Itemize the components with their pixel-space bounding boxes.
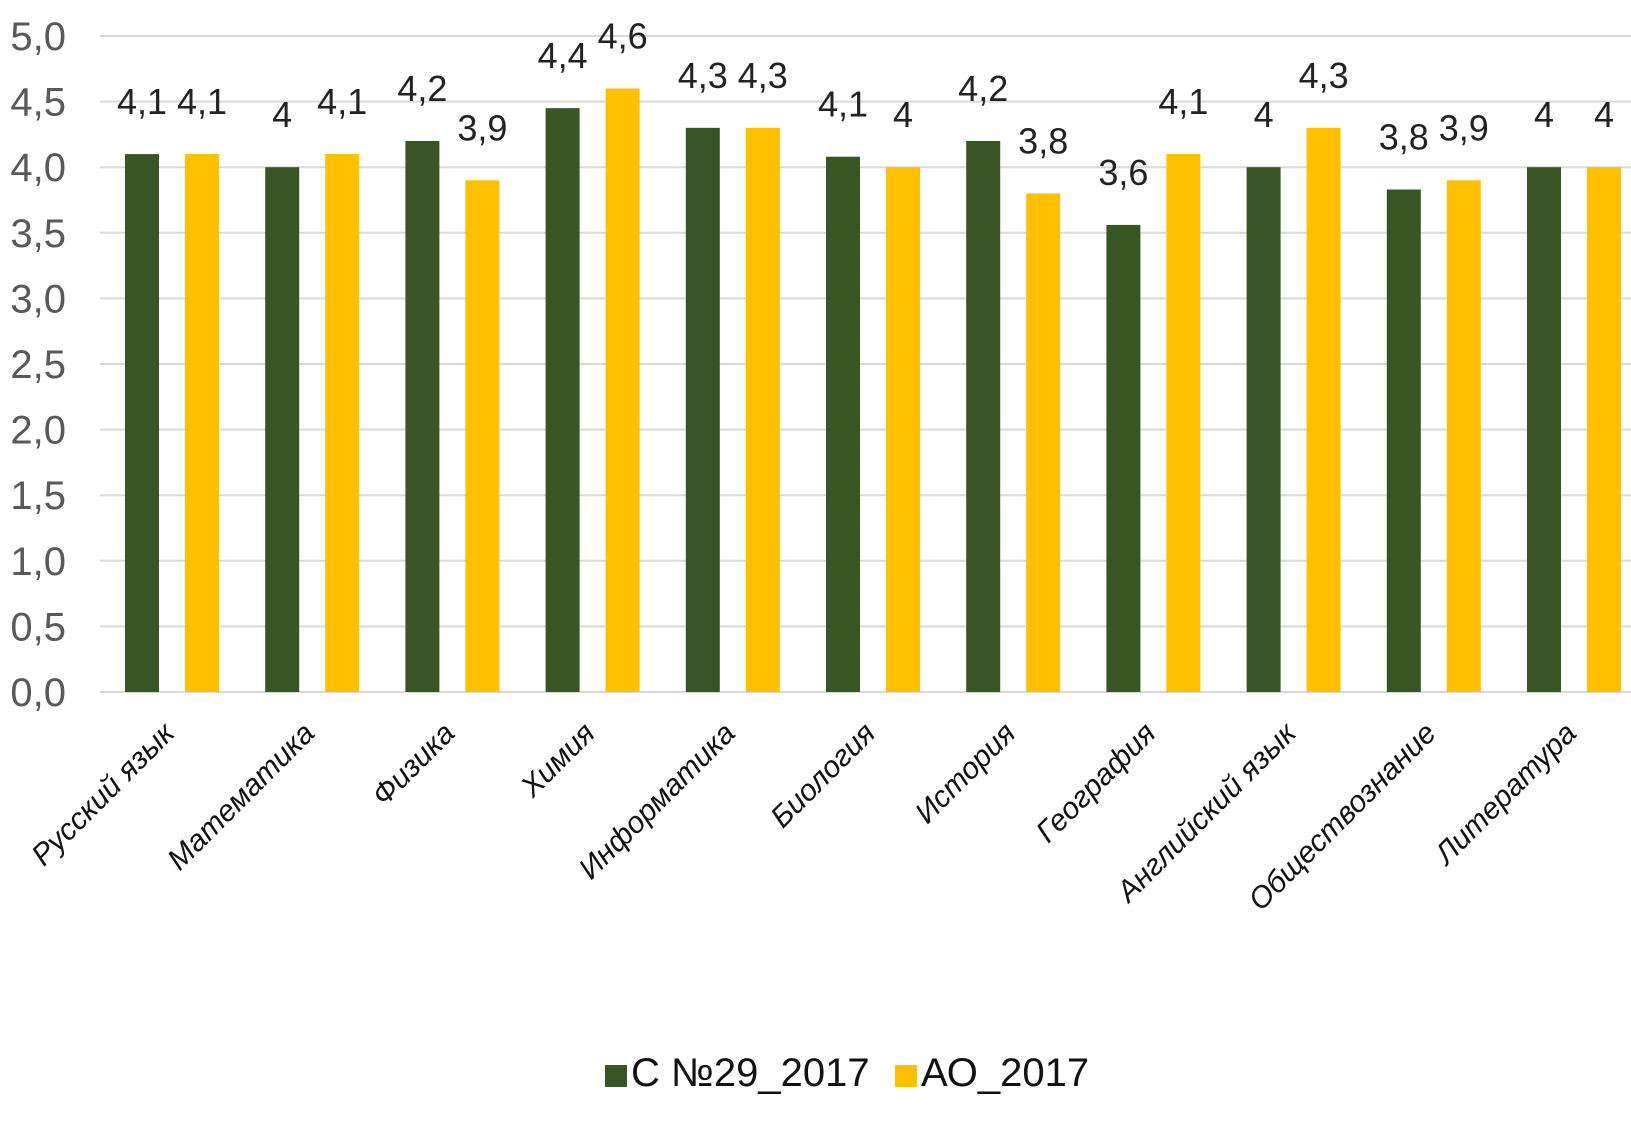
y-tick-label: 2,0 (10, 409, 66, 453)
y-tick-label: 3,0 (10, 277, 66, 321)
bar-series-1 (966, 140, 1001, 692)
bar-series-1 (1527, 167, 1561, 692)
data-label: 4,1 (117, 81, 167, 122)
data-label: 4,1 (818, 84, 868, 125)
bar-series-2 (1587, 167, 1621, 692)
data-label: 4 (272, 94, 292, 135)
y-tick-label: 0,0 (10, 671, 66, 715)
y-tick-label: 5,0 (10, 15, 66, 59)
y-tick-label: 1,0 (10, 540, 66, 584)
data-label: 4 (1594, 94, 1614, 135)
data-label: 4,1 (1158, 81, 1208, 122)
x-tick-label: Химия (514, 717, 602, 805)
x-tick-label: Русский язык (25, 715, 182, 872)
legend-swatch (895, 1065, 917, 1087)
y-axis-ticks: 0,0 0,5 1,0 1,5 2,0 2,5 3,0 3,5 4,0 4,5 5,0 (10, 15, 66, 715)
y-tick-label: 0,5 (10, 605, 66, 649)
legend: С №29_2017 АО_2017 (605, 1051, 1089, 1095)
x-tick-label: История (909, 717, 1022, 830)
bar-series-1 (1246, 167, 1281, 692)
bar-series-2 (886, 167, 920, 692)
data-label: 3,6 (1098, 152, 1148, 193)
bar-series-1 (826, 156, 860, 693)
x-tick-label: Литература (1427, 717, 1583, 873)
legend-label: АО_2017 (921, 1051, 1089, 1095)
bar-series-2 (1306, 127, 1341, 693)
data-label: 4,2 (958, 68, 1008, 109)
bar-series-1 (265, 167, 300, 692)
y-tick-label: 3,5 (10, 212, 66, 256)
legend-swatch (605, 1065, 627, 1087)
y-tick-label: 4,0 (10, 146, 66, 190)
data-label: 4,3 (1299, 55, 1349, 96)
bar-series-2 (465, 180, 500, 692)
x-tick-label: Физика (366, 717, 461, 812)
data-label: 3,9 (457, 107, 507, 148)
x-tick-label: География (1030, 717, 1162, 849)
bar-series-2 (325, 154, 360, 692)
bar-series-1 (685, 127, 720, 693)
data-label: 4 (893, 94, 913, 135)
data-label: 4,1 (317, 81, 367, 122)
data-label: 4,4 (538, 35, 588, 76)
data-label: 3,8 (1018, 120, 1068, 161)
bar-series-2 (1166, 154, 1201, 692)
data-label: 3,8 (1379, 117, 1429, 158)
bar-series-1 (1386, 189, 1421, 692)
data-labels: 4,1 44,24,4 4,34,1 4,23,643,844,1 4,13,94,64… (117, 15, 1614, 192)
data-label: 4,1 (177, 81, 227, 122)
data-label: 4 (1254, 94, 1274, 135)
bar-series-2 (1446, 180, 1481, 692)
legend-label: С №29_2017 (631, 1051, 870, 1095)
data-label: 4,2 (397, 68, 447, 109)
y-tick-label: 2,5 (10, 343, 66, 387)
data-label: 4,6 (598, 15, 648, 56)
bars (125, 88, 1621, 693)
x-tick-label: Математика (161, 717, 321, 877)
data-label: 4,3 (738, 55, 788, 96)
bar-series-1 (125, 154, 159, 692)
bar-series-1 (1106, 224, 1141, 693)
bar-series-1 (405, 140, 440, 692)
data-label: 4 (1534, 94, 1554, 135)
bar-series-2 (605, 88, 640, 693)
bar-series-2 (185, 154, 219, 692)
y-tick-label: 4,5 (10, 81, 66, 125)
data-label: 4,3 (678, 55, 728, 96)
bar-series-1 (545, 108, 580, 692)
x-tick-label: Биология (764, 717, 882, 835)
y-tick-label: 1,5 (10, 474, 66, 518)
data-label: 3,9 (1439, 107, 1489, 148)
bar-series-2 (1026, 193, 1061, 692)
bar-series-2 (745, 127, 780, 693)
